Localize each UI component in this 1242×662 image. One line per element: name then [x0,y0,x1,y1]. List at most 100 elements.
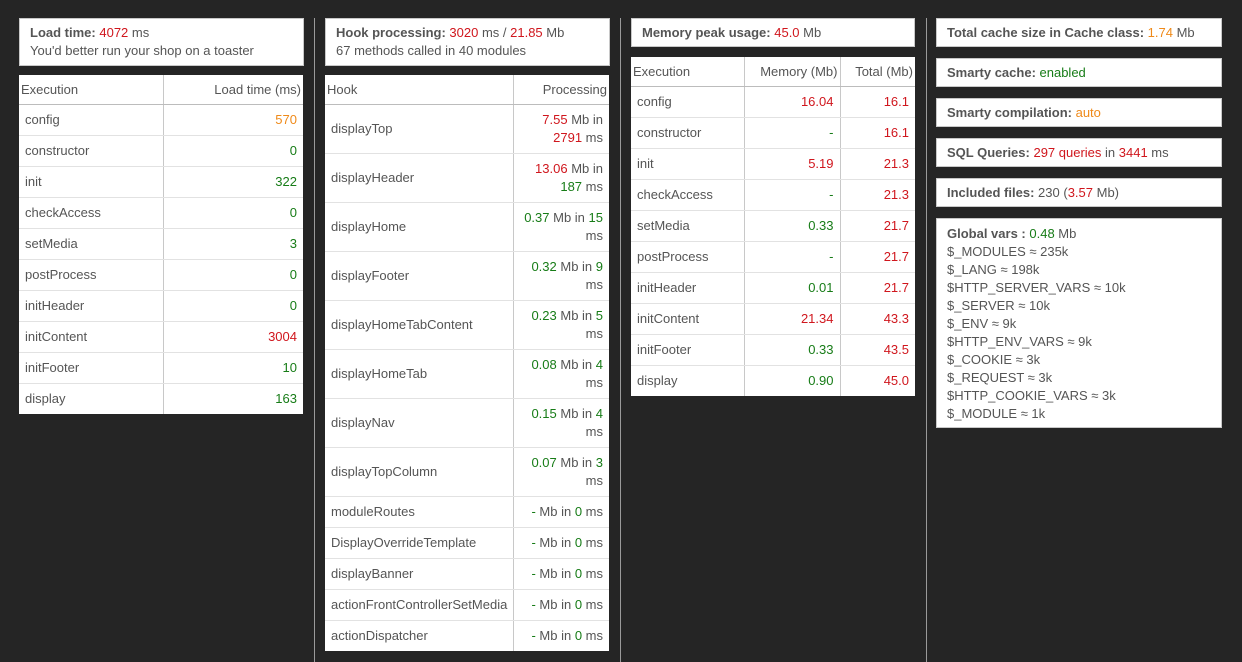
hook-name: displayHeader [325,153,513,203]
global-vars-unit: Mb [1054,226,1077,241]
total-value: 21.7 [839,241,915,273]
total-value: 21.7 [839,272,915,304]
execution-table: Execution Load time (ms) config 570 constr… [19,75,303,414]
load-time-comment: You'd better run your shop on a toaster [30,43,254,58]
memory-peak-value: 45.0 [774,25,800,40]
hook-processing-value: - Mb in 0 ms [512,558,609,590]
ms-unit: ms [585,276,603,292]
hook-memory: - [531,534,536,550]
hook-time: 0 [574,503,583,519]
hook-processing-value: - Mb in 0 ms [512,527,609,559]
table-row: displayTopColumn 0.07 Mb in 3 ms [325,447,609,497]
hook-memory: - [531,503,536,519]
total-value: 21.7 [839,210,915,242]
hook-processing-value: 7.55 Mb in 2791 ms [512,104,609,154]
mb-in-text: Mb in [556,454,596,470]
hook-time: 5 [595,307,603,323]
memory-value: 0.33 [743,334,840,366]
hook-name: displayHomeTab [325,349,513,399]
table-row: displayNav 0.15 Mb in 4 ms [325,398,609,448]
included-files-count: 230 [1038,185,1060,200]
column-header-execution: Execution [19,75,163,105]
separator: : [1025,145,1034,160]
separator: : [1139,25,1148,40]
execution-name: postProcess [631,241,744,273]
table-row: setMedia 0.33 21.7 [631,210,915,242]
hook-memory: - [531,565,536,581]
total-value: 21.3 [839,148,915,180]
hook-time: 4 [595,356,603,372]
execution-name: setMedia [631,210,744,242]
smarty-compilation-value: auto [1075,105,1101,120]
table-row: moduleRoutes - Mb in 0 ms [325,496,609,528]
hook-memory: 0.15 [531,405,557,421]
hook-time: 3 [595,454,603,470]
table-row: initHeader 0.01 21.7 [631,272,915,304]
smarty-compilation-label: Smarty compilation [947,105,1068,120]
execution-name: constructor [631,117,744,149]
total-value: 45.0 [839,365,915,396]
mb-in-text: Mb in [535,627,575,643]
column-header-hook: Hook [325,75,513,105]
column-header-total: Total (Mb) [839,57,915,87]
ms-unit: ms [585,423,603,439]
load-time-value: 163 [162,383,303,414]
load-time-value: 3004 [162,321,303,353]
table-row: init 5.19 21.3 [631,148,915,180]
hook-memory: 0.37 [524,209,550,225]
table-row: displayHeader 13.06 Mb in 187 ms [325,153,609,203]
separator: : [766,25,775,40]
hook-time: 4 [595,405,603,421]
column-header-execution: Execution [631,57,744,87]
memory-value: 16.04 [743,86,840,118]
sql-queries-time: 3441 [1118,145,1148,160]
separator: : [1067,105,1076,120]
execution-name: initFooter [631,334,744,366]
ms-unit: ms [585,325,603,341]
memory-value: 5.19 [743,148,840,180]
memory-value: 21.34 [743,303,840,335]
hook-table: Hook Processing displayTop 7.55 Mb in 279… [325,75,609,651]
hook-name: displayTop [325,104,513,154]
hook-name: displayNav [325,398,513,448]
smarty-cache-label: Smarty cache [947,65,1032,80]
execution-name: config [631,86,744,118]
hook-time: 2791 [553,129,583,145]
hook-memory: 0.07 [531,454,557,470]
hook-processing-value: - Mb in 0 ms [512,589,609,621]
separator: : [1031,65,1040,80]
hook-memory: - [531,627,536,643]
load-time-value: 10 [162,352,303,384]
execution-name: config [19,104,163,136]
mb-in-text: Mb in [556,356,596,372]
execution-name: checkAccess [631,179,744,211]
separator: : [91,25,100,40]
hook-name: displayFooter [325,251,513,301]
ms-unit: ms [582,534,603,550]
memory-table: Execution Memory (Mb) Total (Mb) config 1… [631,57,915,396]
hook-time: 0 [574,565,583,581]
table-row: displayHomeTabContent 0.23 Mb in 5 ms [325,300,609,350]
execution-name: constructor [19,135,163,167]
memory-value: 0.33 [743,210,840,242]
hook-processing-value: 0.37 Mb in 15 ms [512,202,609,252]
load-time-box: Load time: 4072 ms You'd better run your… [19,18,304,66]
ms-unit: ms [582,627,603,643]
execution-name: init [631,148,744,180]
time-unit: ms / [478,25,511,40]
total-value: 43.3 [839,303,915,335]
separator: : [1017,226,1030,241]
global-var-item: $_MODULES ≈ 235k [947,244,1069,259]
column-separator [926,18,927,662]
included-files-size: 3.57 [1067,185,1093,200]
execution-name: initContent [19,321,163,353]
execution-name: display [25,390,66,406]
load-time-value: 0 [162,290,303,322]
global-var-item: $_REQUEST ≈ 3k [947,370,1053,385]
column-separator [620,18,621,662]
hook-name: actionDispatcher [331,627,428,643]
load-time-value: 0 [162,135,303,167]
mb-in-text: Mb in [567,111,603,127]
hook-time: 187 [560,178,583,194]
mb-in-text: Mb in [556,405,596,421]
